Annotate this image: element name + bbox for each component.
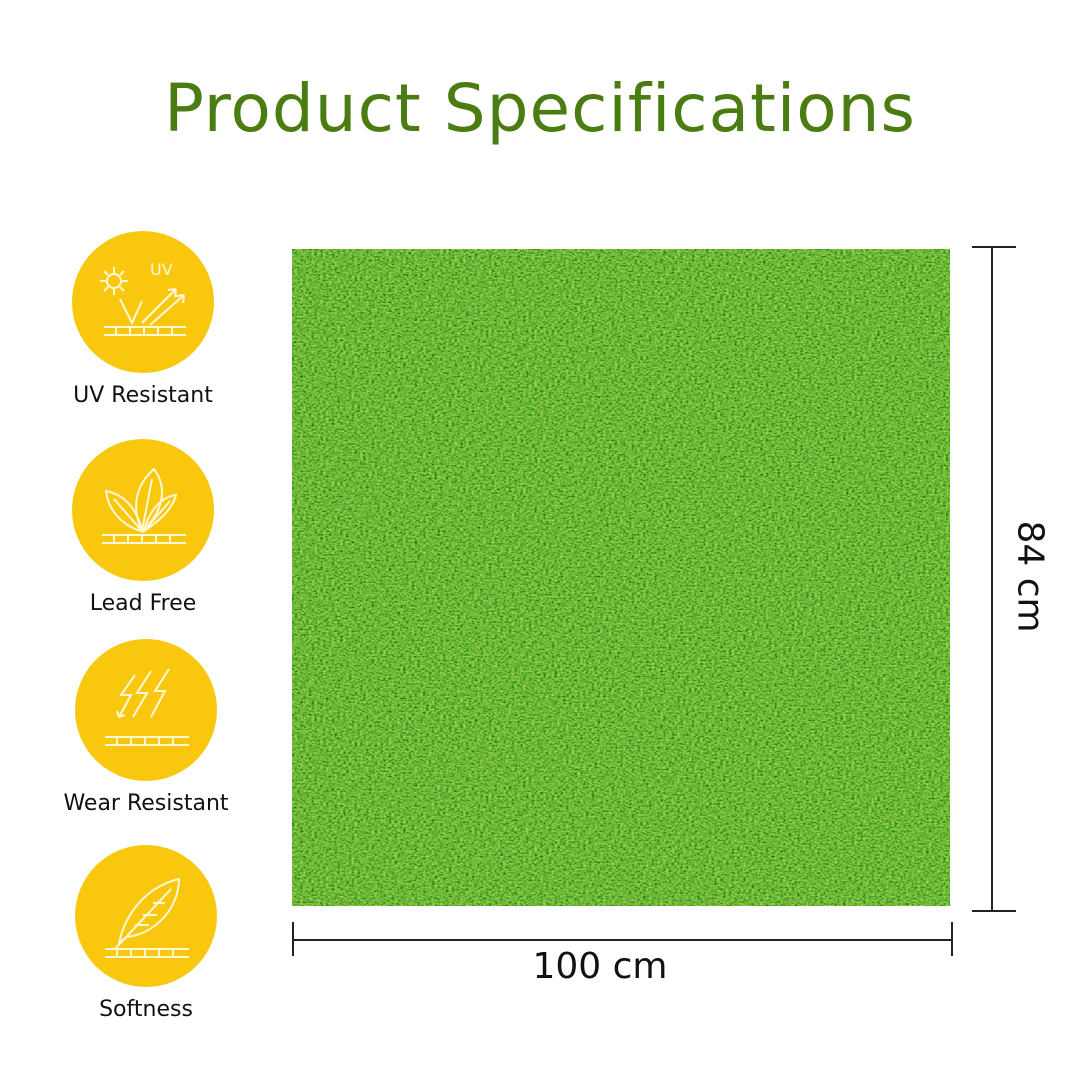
width-dimension-cap xyxy=(951,922,953,956)
height-dimension-cap xyxy=(972,910,1016,912)
leaf-icon xyxy=(72,439,214,581)
feather-icon xyxy=(75,845,217,987)
feature-wear-resistant: Wear Resistant xyxy=(46,639,246,816)
width-dimension-cap xyxy=(292,922,294,956)
feature-label: Wear Resistant xyxy=(63,791,229,816)
uv-icon: UV xyxy=(72,231,214,373)
svg-text:UV: UV xyxy=(150,260,173,279)
height-label: 84 cm xyxy=(1009,520,1051,633)
feature-label: UV Resistant xyxy=(73,383,213,408)
width-dimension-line xyxy=(292,939,953,941)
feature-lead-free: Lead Free xyxy=(43,439,243,616)
width-label: 100 cm xyxy=(532,946,668,987)
page-title: Product Specifications xyxy=(164,70,916,147)
feature-uv-resistant: UV UV Resistant xyxy=(43,231,243,408)
height-dimension-line xyxy=(991,247,993,911)
lightning-icon xyxy=(75,639,217,781)
feature-softness: Softness xyxy=(46,845,246,1022)
feature-label: Softness xyxy=(99,997,193,1022)
height-dimension-cap xyxy=(972,246,1016,248)
grass-mat-image xyxy=(292,249,950,906)
feature-label: Lead Free xyxy=(89,591,197,616)
